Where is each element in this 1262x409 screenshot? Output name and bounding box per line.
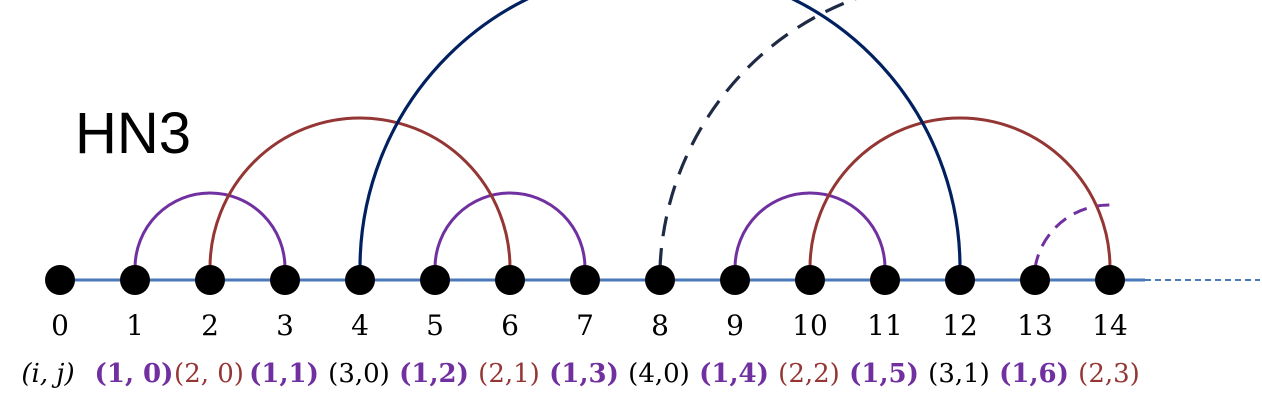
pair-label-node-14: (2,3) [1078, 359, 1140, 389]
node-label-7: 7 [576, 309, 594, 342]
node-12 [945, 265, 975, 295]
node-14 [1095, 265, 1125, 295]
pair-label-node-2: (2, 0) [174, 359, 244, 389]
node-6 [495, 265, 525, 295]
arc-solid-1-3 [133, 191, 287, 269]
arc-solid-2-6 [208, 116, 512, 269]
pair-label-node-7: (1,3) [549, 359, 619, 389]
node-label-9: 9 [726, 309, 744, 342]
node-10 [795, 265, 825, 295]
arc-dashed-8-16 [658, 0, 857, 269]
node-0 [45, 265, 75, 295]
arc-solid-9-11 [733, 191, 887, 269]
node-7 [570, 265, 600, 295]
node-label-3: 3 [276, 309, 294, 342]
node-labels-layer: 0 1 2 3 4 5 6 7 8 9 10 11 12 13 14 [51, 309, 1128, 342]
diagram-title: HN3 [75, 101, 191, 166]
node-label-11: 11 [867, 309, 903, 342]
node-9 [720, 265, 750, 295]
node-label-10: 10 [792, 309, 828, 342]
pair-label-node-13: (1,6) [999, 359, 1069, 389]
arc-solid-4-12 [358, 0, 962, 269]
node-label-6: 6 [501, 309, 519, 342]
pair-label-node-6: (2,1) [478, 359, 540, 389]
pair-label-node-1: (1, 0) [95, 359, 174, 389]
pair-label-node-4: (3,0) [328, 359, 390, 389]
pair-label-node-8: (4,0) [628, 359, 690, 389]
node-label-1: 1 [126, 309, 144, 342]
node-label-13: 13 [1017, 309, 1053, 342]
arc-solid-10-14 [808, 116, 1112, 269]
node-13 [1020, 265, 1050, 295]
node-label-14: 14 [1092, 309, 1128, 342]
node-label-5: 5 [426, 309, 444, 342]
nodes-layer [45, 265, 1125, 295]
node-label-0: 0 [51, 309, 69, 342]
pair-label-node-3: (1,1) [249, 359, 319, 389]
arcs-layer [133, 0, 1112, 269]
pair-label-node-9: (1,4) [699, 359, 769, 389]
node-5 [420, 265, 450, 295]
arc-solid-5-7 [433, 191, 587, 269]
node-label-4: 4 [351, 309, 369, 342]
pair-label-node-5: (1,2) [399, 359, 469, 389]
node-8 [645, 265, 675, 295]
node-label-2: 2 [201, 309, 219, 342]
node-label-12: 12 [942, 309, 978, 342]
node-1 [120, 265, 150, 295]
pair-label-node-11: (1,5) [849, 359, 919, 389]
pair-labels-layer: (i, j) (1, 0) (2, 0) (1,1) (3,0) (1,2) (2,1) (1… [21, 359, 1139, 389]
node-3 [270, 265, 300, 295]
node-11 [870, 265, 900, 295]
node-label-8: 8 [651, 309, 669, 342]
node-4 [345, 265, 375, 295]
pair-label-node-10: (2,2) [778, 359, 840, 389]
index-header: (i, j) [21, 359, 74, 389]
pair-label-node-12: (3,1) [928, 359, 990, 389]
node-2 [195, 265, 225, 295]
